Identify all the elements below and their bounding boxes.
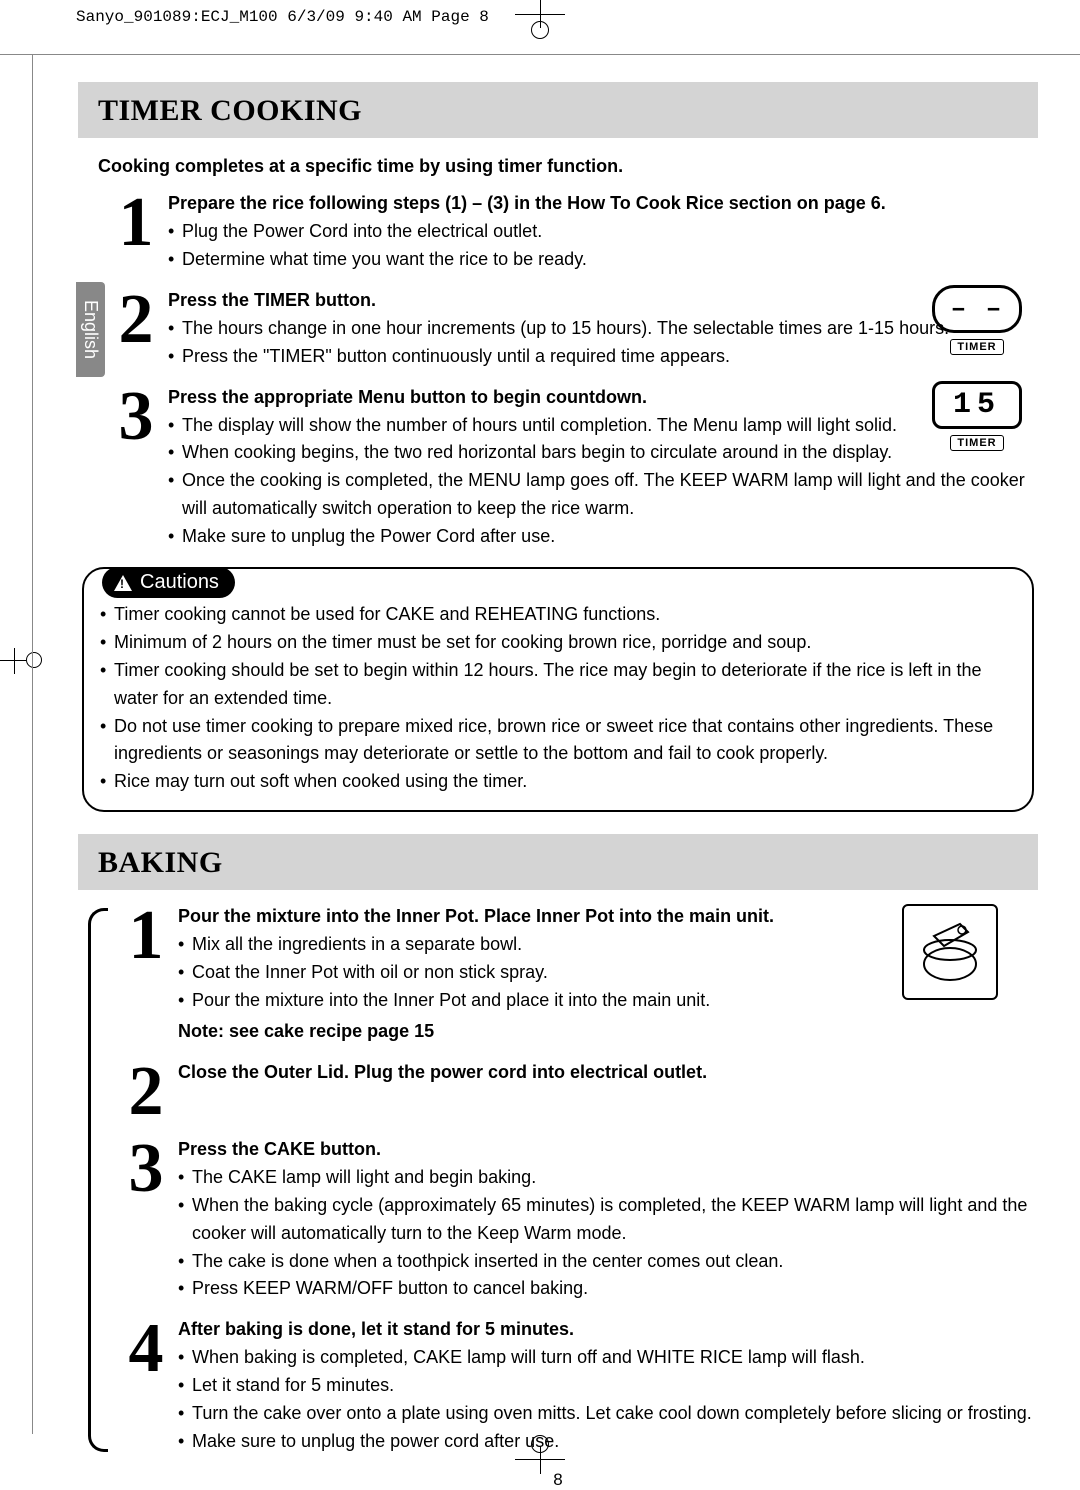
caution-item: Timer cooking cannot be used for CAKE an… [100,601,1016,629]
timer-subtitle: Cooking completes at a specific time by … [98,156,1038,177]
crop-line-top [0,54,1080,55]
baking-step: 4After baking is done, let it stand for … [118,1317,1038,1456]
step-bullet: Pour the mixture into the Inner Pot and … [178,987,1038,1015]
step-number: 3 [118,1137,174,1200]
baking-step: 3Press the CAKE button. The CAKE lamp wil… [118,1137,1038,1303]
step-bullet: When cooking begins, the two red horizon… [168,439,1038,467]
section-title-baking: BAKING [78,834,1038,890]
baking-step: 2Close the Outer Lid. Plug the power cor… [118,1060,1038,1123]
step-bullet: Make sure to unplug the Power Cord after… [168,523,1038,551]
step-bullet: The cake is done when a toothpick insert… [178,1248,1038,1276]
step-number: 4 [118,1317,174,1380]
step-heading: Close the Outer Lid. Plug the power cord… [178,1062,1038,1083]
step-bullet: Plug the Power Cord into the electrical … [168,218,1038,246]
caution-item: Do not use timer cooking to prepare mixe… [100,713,1016,769]
step-bullet: Press KEEP WARM/OFF button to cancel bak… [178,1275,1038,1303]
cautions-box: Cautions Timer cooking cannot be used fo… [82,567,1034,812]
step-heading: Press the TIMER button. [168,290,1038,311]
step-bullet: Coat the Inner Pot with oil or non stick… [178,959,1038,987]
step-bullet: Let it stand for 5 minutes. [178,1372,1038,1400]
step-bullet: When baking is completed, CAKE lamp will… [178,1344,1038,1372]
caution-item: Minimum of 2 hours on the timer must be … [100,629,1016,657]
step-bullet: The hours change in one hour increments … [168,315,1038,343]
step-bullet: Mix all the ingredients in a separate bo… [178,931,1038,959]
section-title-timer: TIMER COOKING [78,82,1038,138]
page-number: 8 [78,1470,1038,1490]
step-bullet: Determine what time you want the rice to… [168,246,1038,274]
step-bullet: Turn the cake over onto a plate using ov… [178,1400,1038,1428]
step-heading: After baking is done, let it stand for 5… [178,1319,1038,1340]
page-content: English TIMER COOKING Cooking completes … [78,82,1038,1490]
step-number: 1 [118,904,174,967]
step-bullet: Press the "TIMER" button continuously un… [168,343,1038,371]
print-header: Sanyo_901089:ECJ_M100 6/3/09 9:40 AM Pag… [76,8,489,26]
timer-step: 2Press the TIMER button. The hours change… [108,288,1038,371]
step-bullet: The CAKE lamp will light and begin bakin… [178,1164,1038,1192]
step-bullet: Make sure to unplug the power cord after… [178,1428,1038,1456]
step-number: 2 [118,1060,174,1123]
registration-mark-left [0,640,44,680]
step-number: 1 [108,191,164,254]
step-bullet: When the baking cycle (approximately 65 … [178,1192,1038,1248]
timer-step: 3Press the appropriate Menu button to be… [108,385,1038,551]
caution-item: Rice may turn out soft when cooked using… [100,768,1016,796]
step-number: 2 [108,288,164,351]
baking-step: 1Pour the mixture into the Inner Pot. Pl… [118,904,1038,1046]
registration-mark-top [515,0,565,48]
cautions-text: Cautions [140,571,219,594]
step-number: 3 [108,385,164,448]
timer-step: 1Prepare the rice following steps (1) – … [108,191,1038,274]
caution-item: Timer cooking should be set to begin wit… [100,657,1016,713]
step-bullet: The display will show the number of hour… [168,412,1038,440]
cautions-label: Cautions [102,567,235,598]
crop-line-left [32,54,33,1434]
step-heading: Prepare the rice following steps (1) – (… [168,193,1038,214]
warning-icon [114,575,132,591]
step-note: Note: see cake recipe page 15 [178,1021,1038,1042]
step-bullet: Once the cooking is completed, the MENU … [168,467,1038,523]
baking-bracket [88,908,108,1452]
step-heading: Press the appropriate Menu button to beg… [168,387,1038,408]
step-heading: Press the CAKE button. [178,1139,1038,1160]
